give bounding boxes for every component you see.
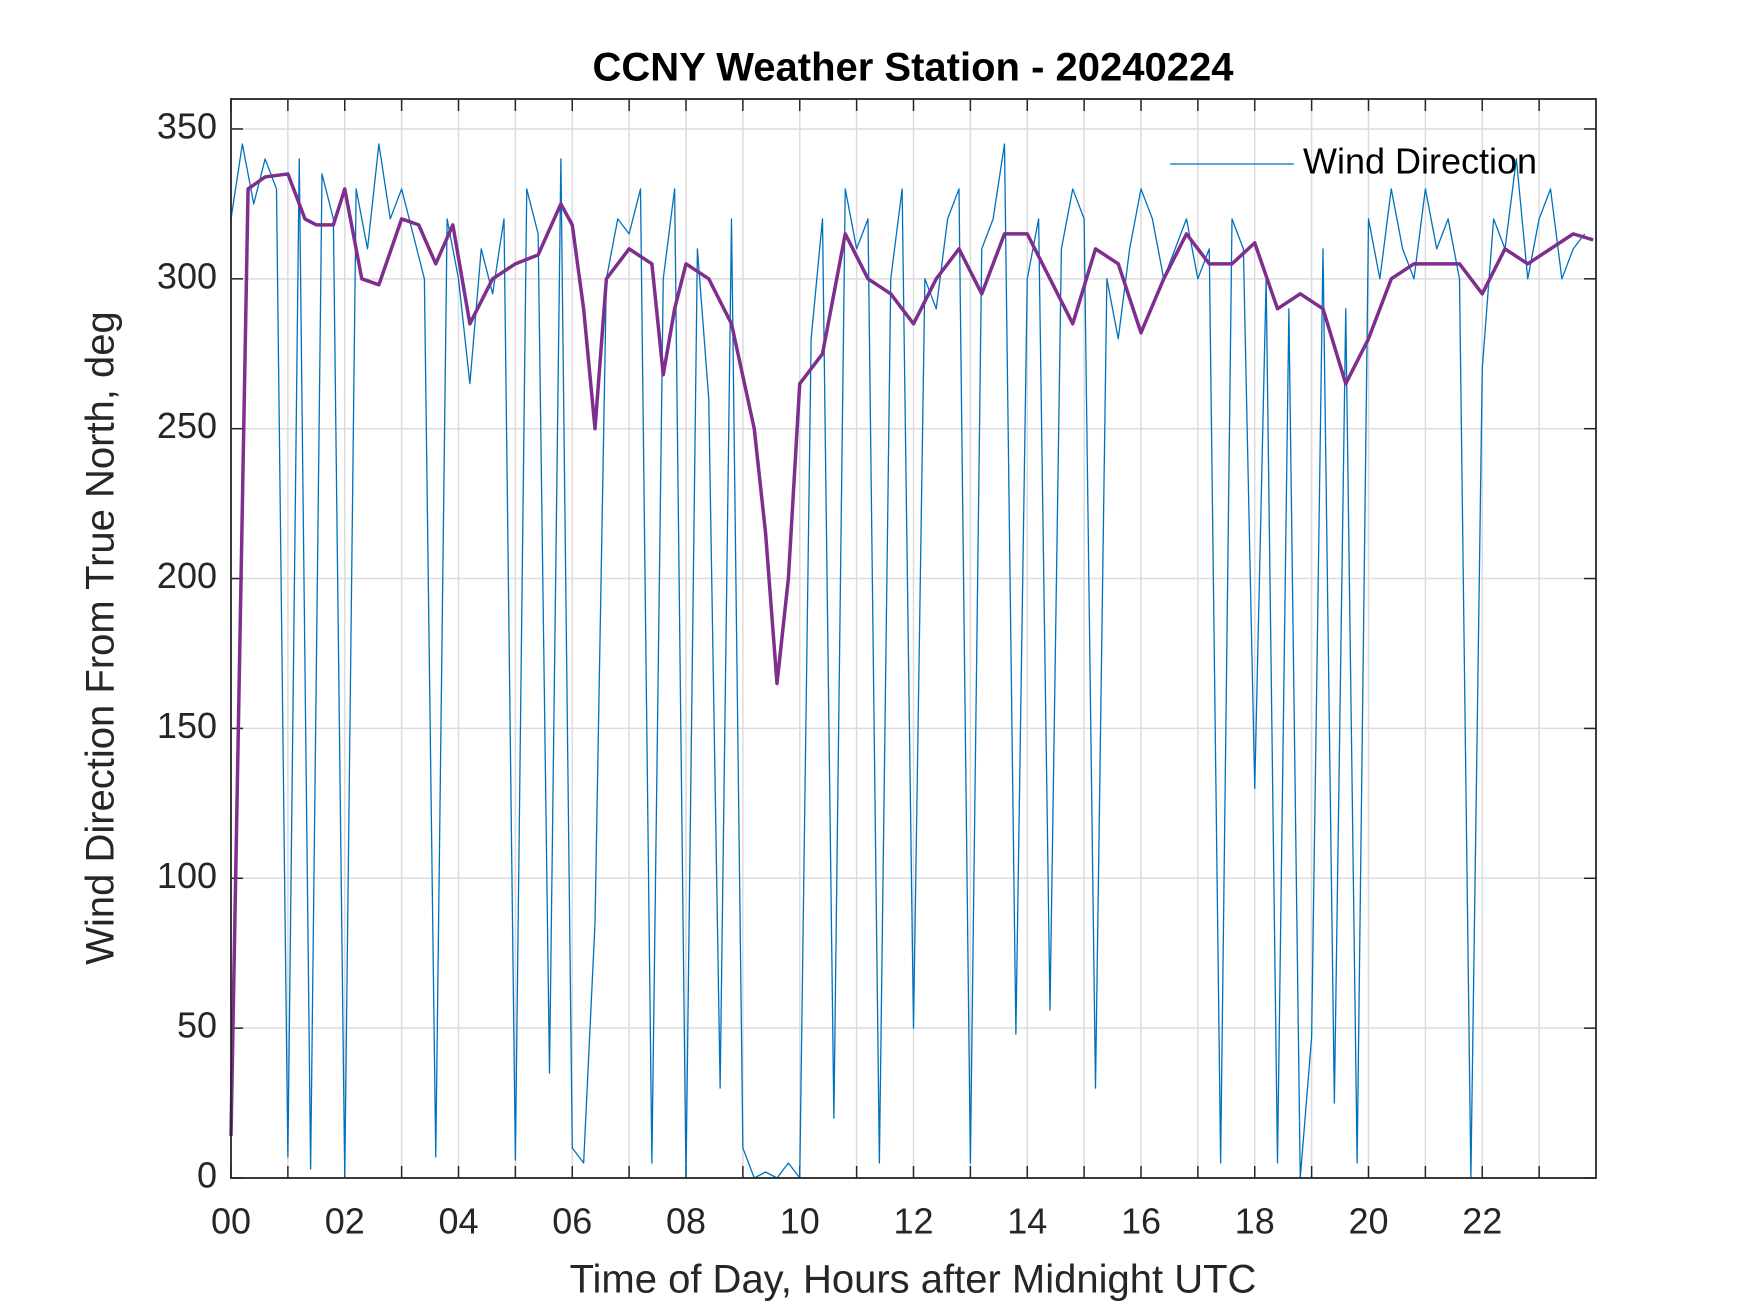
x-tick-label: 14 bbox=[1007, 1201, 1047, 1242]
data-line bbox=[229, 172, 1594, 1137]
chart-title: CCNY Weather Station - 20240224 bbox=[593, 46, 1235, 90]
y-tick-label: 250 bbox=[157, 405, 217, 446]
x-axis-label: Time of Day, Hours after Midnight UTC bbox=[570, 1258, 1257, 1302]
x-tick-label: 16 bbox=[1121, 1201, 1161, 1242]
y-tick-label: 350 bbox=[157, 105, 217, 146]
plot-frame bbox=[230, 98, 1597, 1179]
y-tick-label: 300 bbox=[157, 255, 217, 296]
y-tick-label: 50 bbox=[177, 1005, 217, 1046]
legend-label: Wind Direction bbox=[1303, 141, 1537, 182]
x-tick-label: 12 bbox=[893, 1201, 933, 1242]
x-tick-label: 20 bbox=[1348, 1201, 1388, 1242]
x-tick-label: 22 bbox=[1462, 1201, 1502, 1242]
x-tick-label: 10 bbox=[780, 1201, 820, 1242]
x-tick-label: 00 bbox=[211, 1201, 251, 1242]
x-tick-label: 06 bbox=[552, 1201, 592, 1242]
y-tick-label: 0 bbox=[197, 1155, 217, 1196]
y-tick-label: 200 bbox=[157, 555, 217, 596]
y-tick-label: 100 bbox=[157, 855, 217, 896]
y-tick-label: 150 bbox=[157, 705, 217, 746]
x-tick-label: 08 bbox=[666, 1201, 706, 1242]
x-tick-label: 04 bbox=[438, 1201, 478, 1242]
data-line bbox=[230, 143, 1586, 1179]
x-tick-label: 02 bbox=[325, 1201, 365, 1242]
y-axis-label: Wind Direction From True North, deg bbox=[79, 311, 123, 965]
x-tick-label: 18 bbox=[1235, 1201, 1275, 1242]
